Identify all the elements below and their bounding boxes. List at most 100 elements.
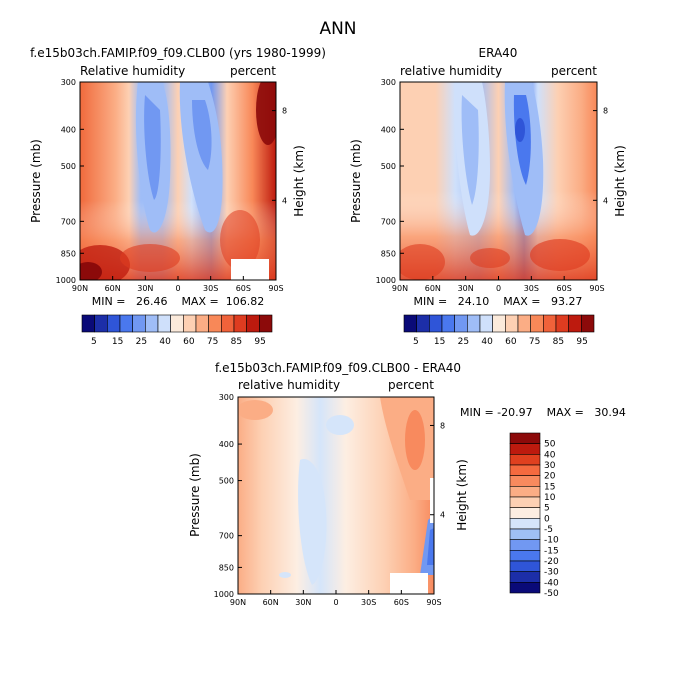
colorbar-label: -5 xyxy=(544,525,553,535)
x-tick-label: 60N xyxy=(105,284,121,293)
x-tick-label: 90S xyxy=(426,598,441,607)
colorbar-label: 10 xyxy=(544,493,556,503)
y-axis-title: Pressure (mb) xyxy=(29,139,43,223)
colorbar-label: 5 xyxy=(91,337,97,347)
colorbar-swatch xyxy=(492,314,506,333)
y-tick-right-label: 4 xyxy=(603,196,608,205)
x-tick-label: 90S xyxy=(268,284,283,293)
y-tick-label: 850 xyxy=(61,249,76,258)
contour-field xyxy=(400,82,597,280)
colorbar-swatch xyxy=(233,314,247,333)
colorbar-swatch xyxy=(467,314,481,333)
colorbar-swatch xyxy=(208,314,222,333)
colorbar-label: 75 xyxy=(207,337,218,347)
x-tick-label: 60S xyxy=(236,284,251,293)
contour-field xyxy=(238,397,434,594)
y-tick-label: 500 xyxy=(381,162,396,171)
y-tick-right-label: 8 xyxy=(440,421,445,430)
colorbar-swatch xyxy=(509,475,541,487)
colorbar-swatch xyxy=(145,314,159,333)
colorbar-swatch xyxy=(441,314,455,333)
colorbar-label: -20 xyxy=(544,557,559,567)
colorbar-swatch xyxy=(509,464,541,476)
colorbar-label: 40 xyxy=(481,337,493,347)
min-max-text: MIN = 26.46 MAX = 106.82 xyxy=(92,295,264,308)
x-tick-label: 60N xyxy=(425,284,441,293)
colorbar-label: 5 xyxy=(413,337,419,347)
x-tick-label: 0 xyxy=(496,284,501,293)
colorbar-label: 60 xyxy=(183,337,195,347)
x-tick-label: 90S xyxy=(589,284,604,293)
x-tick-label: 90N xyxy=(392,284,408,293)
panel-title: ERA40 xyxy=(479,46,518,60)
colorbar-label: 85 xyxy=(553,337,564,347)
colorbar-swatch xyxy=(509,496,541,508)
colorbar-label: 5 xyxy=(544,504,550,514)
colorbar-swatch xyxy=(555,314,569,333)
y-axis-title: Pressure (mb) xyxy=(188,453,202,537)
x-tick-label: 0 xyxy=(175,284,180,293)
y-tick-label: 400 xyxy=(381,125,396,134)
y-tick-label: 700 xyxy=(219,532,234,541)
colorbar-swatch xyxy=(581,314,595,333)
panel-left-label: Relative humidity xyxy=(80,64,185,78)
y-tick-right-label: 8 xyxy=(603,107,608,116)
x-tick-label: 30S xyxy=(203,284,218,293)
x-tick-label: 30S xyxy=(361,598,376,607)
colorbar-swatch xyxy=(517,314,531,333)
min-max-text: MIN = -20.97 MAX = 30.94 xyxy=(460,406,626,419)
y-tick-label: 700 xyxy=(381,217,396,226)
colorbar-swatch xyxy=(509,571,541,583)
colorbar-label: 30 xyxy=(544,461,556,471)
colorbar: 5 15 25 40 60 75 85 95 xyxy=(403,314,595,347)
colorbar-label: -30 xyxy=(544,568,559,578)
colorbar-label: 95 xyxy=(254,337,265,347)
colorbar-swatch xyxy=(568,314,582,333)
colorbar-swatch xyxy=(454,314,468,333)
colorbar-label: 40 xyxy=(159,337,171,347)
y-tick-right-label: 4 xyxy=(440,511,445,520)
colorbar-swatch xyxy=(509,528,541,540)
y-axis-title: Pressure (mb) xyxy=(349,139,363,223)
colorbar-label: -40 xyxy=(544,578,559,588)
panel-model: f.e15b03ch.FAMIP.f09_f09.CLB00 (yrs 1980… xyxy=(29,46,326,347)
colorbar-label: 95 xyxy=(576,337,587,347)
colorbar-swatch xyxy=(509,486,541,498)
y-tick-label: 500 xyxy=(219,477,234,486)
y-tick-label: 850 xyxy=(381,249,396,258)
colorbar-label: 50 xyxy=(544,440,556,450)
colorbar-swatch xyxy=(509,454,541,466)
contour-field xyxy=(80,82,276,280)
y-axis-title-right: Height (km) xyxy=(613,145,627,216)
colorbar-label: 0 xyxy=(544,514,550,524)
x-tick-label: 60S xyxy=(557,284,572,293)
y-tick-label: 300 xyxy=(219,393,234,402)
colorbar-swatch xyxy=(195,314,209,333)
colorbar-label: 85 xyxy=(231,337,242,347)
colorbar-label: 15 xyxy=(434,337,445,347)
colorbar-swatch xyxy=(509,560,541,572)
figure-title: ANN xyxy=(319,19,356,39)
x-tick-label: 0 xyxy=(333,598,338,607)
colorbar-label: 75 xyxy=(529,337,540,347)
x-tick-label: 60N xyxy=(263,598,279,607)
x-tick-label: 30S xyxy=(524,284,539,293)
colorbar-swatch xyxy=(246,314,260,333)
colorbar-label: 25 xyxy=(136,337,147,347)
y-tick-label: 300 xyxy=(61,78,76,87)
colorbar-swatch xyxy=(509,443,541,455)
y-axis-title-right: Height (km) xyxy=(455,459,469,530)
colorbar-swatch xyxy=(530,314,544,333)
y-tick-right-label: 4 xyxy=(282,196,287,205)
colorbar-swatch xyxy=(183,314,197,333)
y-tick-label: 700 xyxy=(61,217,76,226)
colorbar-label: 20 xyxy=(544,472,556,482)
colorbar-swatch xyxy=(107,314,121,333)
colorbar-swatch xyxy=(157,314,171,333)
colorbar-swatch xyxy=(509,507,541,519)
colorbar-swatch xyxy=(416,314,430,333)
colorbar-label: 25 xyxy=(458,337,469,347)
panel-difference: f.e15b03ch.FAMIP.f09_f09.CLB00 - ERA40 r… xyxy=(188,361,626,607)
